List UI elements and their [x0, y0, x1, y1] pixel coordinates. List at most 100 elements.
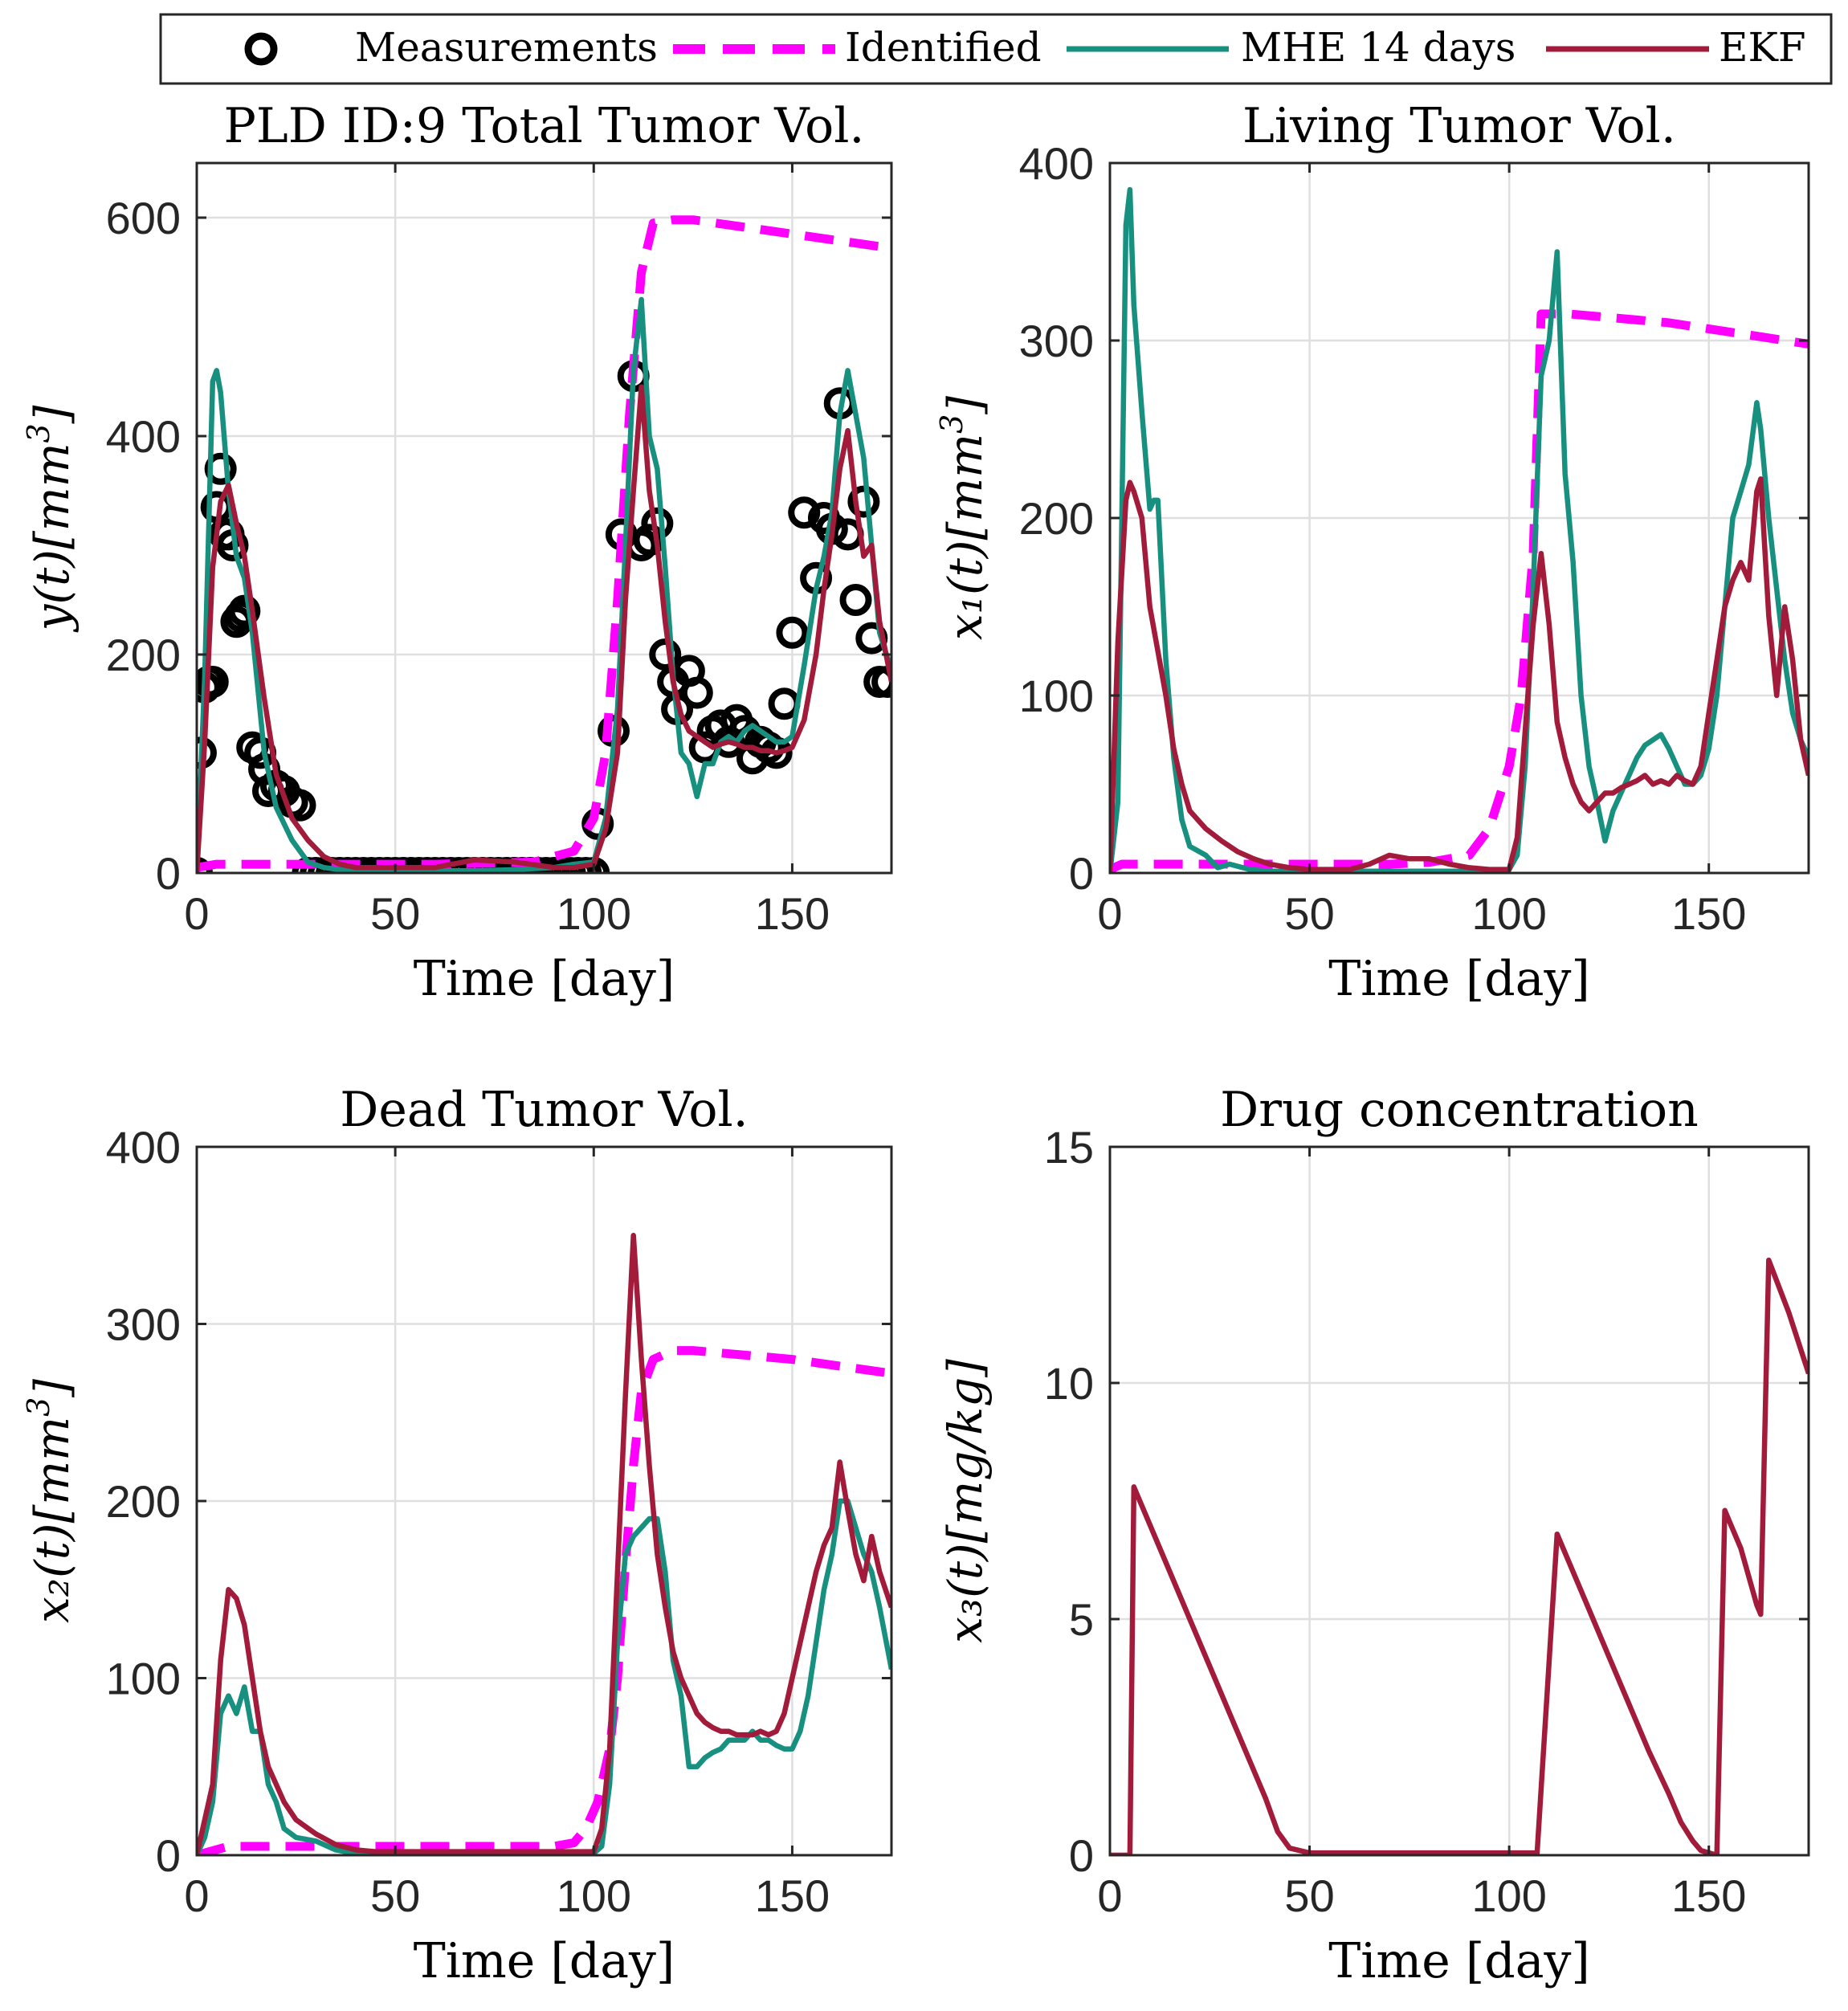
y-tick-label: 600	[106, 193, 181, 243]
subplot-3: 0 50 100 150 0 100 200 300 400 Dead Tumor Vol. Tim…	[21, 1082, 893, 1989]
plot-area	[1110, 1147, 1809, 1855]
measurement-point	[197, 666, 229, 698]
legend-label-mhe: MHE 14 days	[1241, 24, 1516, 71]
y-axis-label: x₂(t)[mm3]	[21, 1379, 80, 1623]
legend-label-ekf: EKF	[1719, 24, 1806, 71]
subplot-title: Drug concentration	[1220, 1082, 1699, 1138]
legend-label-measurements: Measurements	[355, 24, 658, 71]
x-axis-label: Time [day]	[1328, 951, 1590, 1007]
x-tick-label: 0	[184, 1870, 209, 1921]
y-axis-label: y(t)[mm3]	[21, 405, 80, 633]
series-line-ekf	[1110, 476, 1809, 873]
x-tick-label: 50	[370, 888, 420, 939]
subplot-title: PLD ID:9 Total Tumor Vol.	[224, 98, 865, 154]
x-tick-label: 50	[370, 1870, 420, 1921]
y-label-main: x₃(t)[mg/kg]	[938, 1359, 993, 1643]
measurement-point	[847, 485, 880, 518]
y-axis-label: x₁(t)[mm3]	[934, 396, 993, 640]
y-axis-ticks: 0 200 400 600	[106, 193, 891, 899]
plot-area	[197, 163, 891, 873]
axes-frame	[1108, 1145, 1810, 1857]
subplot-4: 0 50 100 150 0 5 10 15 Drug concentration Time [d…	[938, 1082, 1810, 1989]
measurement-point	[649, 638, 682, 671]
x-axis-label: Time [day]	[414, 951, 675, 1007]
x-tick-label: 150	[1671, 1870, 1746, 1921]
legend-label-identified: Identified	[845, 24, 1042, 71]
x-tick-label: 50	[1284, 1870, 1334, 1921]
y-label-main: y(t)[mm	[25, 443, 80, 633]
x-tick-label: 100	[1471, 888, 1546, 939]
series-line-mhe	[197, 1498, 891, 1855]
y-tick-label: 0	[156, 848, 181, 899]
x-axis-label: Time [day]	[414, 1933, 675, 1989]
series-line-ekf	[197, 384, 891, 873]
y-label-end: ]	[25, 405, 80, 424]
y-tick-label: 400	[106, 1122, 181, 1173]
y-tick-label: 5	[1069, 1594, 1094, 1645]
x-tick-label: 50	[1284, 888, 1334, 939]
x-tick-label: 100	[557, 1870, 631, 1921]
y-tick-label: 200	[106, 630, 181, 680]
subplot-title: Dead Tumor Vol.	[340, 1082, 749, 1138]
axes-frame	[195, 161, 893, 875]
series-line-mhe	[1110, 186, 1809, 873]
series-line-identified	[197, 215, 891, 872]
y-label-end: ]	[938, 396, 993, 415]
y-tick-label: 200	[106, 1476, 181, 1527]
x-tick-label: 100	[557, 888, 631, 939]
measurement-point	[776, 616, 809, 649]
y-tick-label: 300	[1019, 316, 1094, 366]
x-axis-ticks: 0 50 100 150	[1097, 1147, 1746, 1921]
y-label-superscript: 3	[21, 423, 56, 443]
measurement-point	[788, 496, 821, 529]
y-axis-ticks: 0 100 200 300 400	[1019, 138, 1809, 899]
x-tick-label: 100	[1471, 1870, 1546, 1921]
y-tick-label: 0	[1069, 1830, 1094, 1881]
x-axis-label: Time [day]	[1328, 1933, 1590, 1989]
series-group	[197, 215, 891, 873]
measurement-point	[228, 594, 261, 627]
y-tick-label: 0	[156, 1830, 181, 1881]
measurement-point	[680, 676, 713, 709]
y-label-superscript: 3	[21, 1397, 56, 1417]
y-axis-label: x₃(t)[mg/kg]	[938, 1359, 993, 1643]
x-tick-label: 150	[1671, 888, 1746, 939]
y-axis-ticks: 0 100 200 300 400	[106, 1122, 891, 1881]
measurement-point	[839, 584, 872, 616]
series-group	[1110, 1257, 1809, 1855]
series-group	[1110, 186, 1809, 873]
series-line-ekf	[197, 1233, 891, 1855]
y-tick-label: 200	[1019, 493, 1094, 544]
series-line-mhe	[197, 296, 891, 873]
y-tick-label: 0	[1069, 848, 1094, 899]
y-axis-ticks: 0 5 10 15	[1044, 1122, 1809, 1881]
y-tick-label: 300	[106, 1299, 181, 1350]
x-tick-label: 150	[755, 888, 830, 939]
subplot-title: Living Tumor Vol.	[1242, 98, 1676, 154]
x-tick-label: 0	[1097, 888, 1122, 939]
x-tick-label: 150	[755, 1870, 830, 1921]
subplot-1: 0 50 100 150 0 200 400 600 PLD ID:9 Total Tumor …	[21, 98, 893, 1007]
y-label-superscript: 3	[934, 414, 969, 434]
y-tick-label: 15	[1044, 1122, 1094, 1173]
y-label-main: x₂(t)[mm	[25, 1417, 80, 1623]
y-tick-label: 400	[1019, 138, 1094, 189]
y-tick-label: 10	[1044, 1358, 1094, 1409]
subplot-2: 0 50 100 150 0 100 200 300 400 Living Tumor Vol. T…	[934, 98, 1810, 1007]
y-label-end: ]	[25, 1379, 80, 1398]
series-group	[197, 1233, 891, 1855]
x-axis-ticks: 0 50 100 150	[184, 1147, 830, 1921]
x-tick-label: 0	[184, 888, 209, 939]
y-tick-label: 400	[106, 411, 181, 462]
x-axis-ticks: 0 50 100 150	[184, 163, 830, 939]
legend: Measurements Identified MHE 14 days EKF	[159, 13, 1833, 85]
series-line-ekf	[1110, 1257, 1809, 1855]
y-tick-label: 100	[106, 1654, 181, 1704]
y-label-main: x₁(t)[mm	[938, 434, 993, 640]
y-tick-label: 100	[1019, 671, 1094, 721]
legend-marker-measurements	[244, 32, 278, 66]
x-tick-label: 0	[1097, 1870, 1122, 1921]
x-axis-ticks: 0 50 100 150	[1097, 163, 1746, 939]
